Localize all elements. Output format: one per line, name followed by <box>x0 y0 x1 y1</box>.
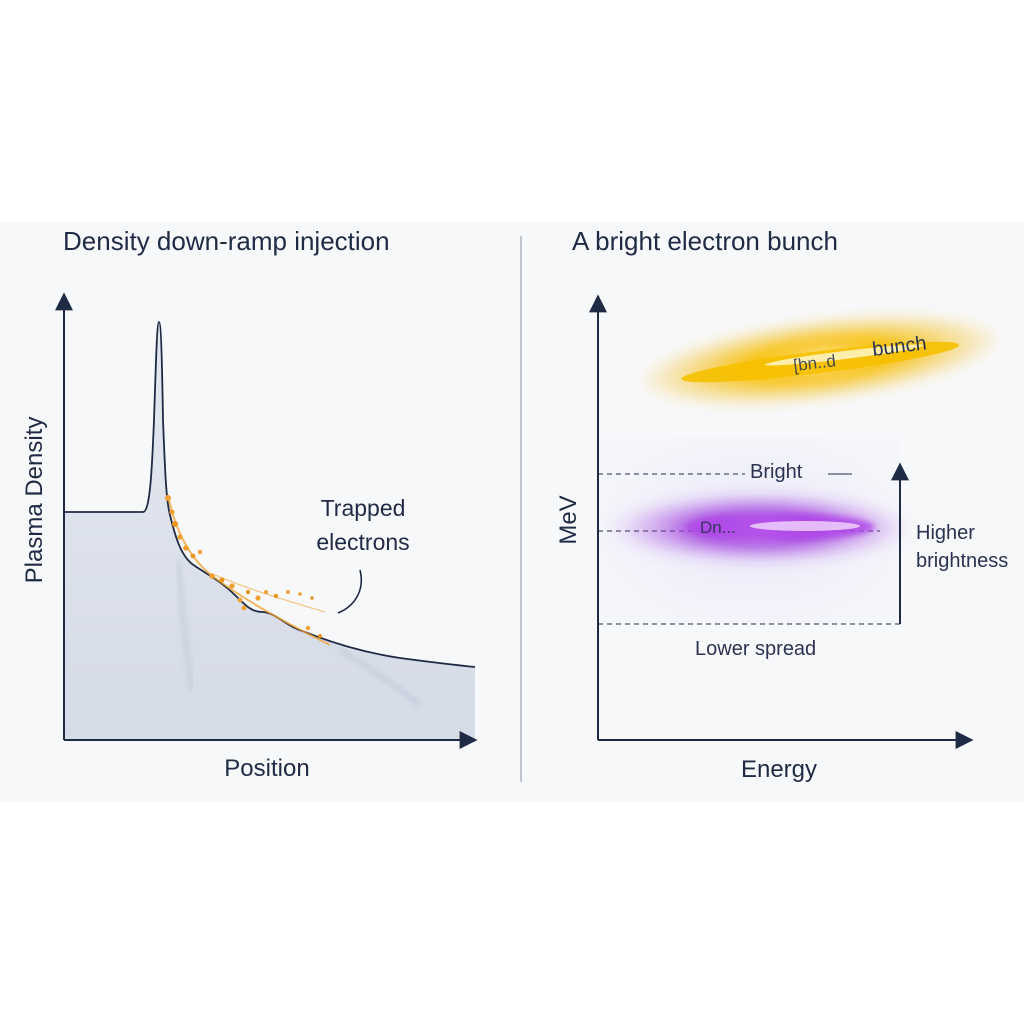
electron-dot <box>318 634 322 638</box>
electron-dot <box>305 625 311 631</box>
shadow-streak <box>339 648 421 707</box>
right-panel: A bright electron bunch [bn..d bunch Dn.… <box>555 226 1008 783</box>
right-panel-title: A bright electron bunch <box>572 226 838 256</box>
electron-dot <box>273 593 279 599</box>
electron-dot <box>245 589 251 595</box>
left-panel: Density down-ramp injection <box>21 226 478 782</box>
purple-inner-label: Dn... <box>700 518 736 537</box>
left-x-axis-label: Position <box>224 755 309 782</box>
electron-dot <box>255 595 261 601</box>
left-y-axis-label: Plasma Density <box>21 417 48 584</box>
higher-label-line2: brightness <box>916 550 1008 572</box>
electron-dot <box>197 549 203 555</box>
trapped-label-line1: Trapped <box>321 495 406 521</box>
lower-spread-label: Lower spread <box>695 638 816 660</box>
left-panel-title: Density down-ramp injection <box>63 226 390 256</box>
electron-dot <box>298 592 302 596</box>
electron-dot <box>209 573 215 579</box>
right-y-axis-label: MeV <box>555 495 582 544</box>
electron-dot <box>237 597 243 603</box>
yellow-bunch-highlight <box>765 344 924 366</box>
purple-beam-highlight <box>750 521 860 531</box>
electron-dot <box>165 495 171 501</box>
electron-dot <box>241 605 247 611</box>
electron-dot <box>219 577 225 583</box>
trapped-label-line2: electrons <box>316 529 409 555</box>
electron-dot <box>286 590 290 594</box>
electron-dot <box>264 590 268 594</box>
trapped-electrons <box>165 494 331 646</box>
electron-dot <box>177 534 183 540</box>
electron-dot <box>190 553 196 559</box>
electron-dot <box>172 521 178 527</box>
electron-trail <box>214 574 326 613</box>
trapped-pointer <box>337 569 362 614</box>
right-x-axis-label: Energy <box>741 756 817 783</box>
density-fill <box>64 322 475 740</box>
electron-dot <box>310 596 314 600</box>
yellow-bunch <box>636 312 1004 408</box>
electron-trail <box>167 494 331 646</box>
density-curve <box>64 321 476 668</box>
bright-label: Bright <box>750 461 803 483</box>
electron-dot <box>183 545 189 551</box>
electron-dot <box>169 509 175 515</box>
higher-label-line1: Higher <box>916 522 975 544</box>
shadow-streak <box>176 559 194 691</box>
electron-dot <box>229 583 235 589</box>
